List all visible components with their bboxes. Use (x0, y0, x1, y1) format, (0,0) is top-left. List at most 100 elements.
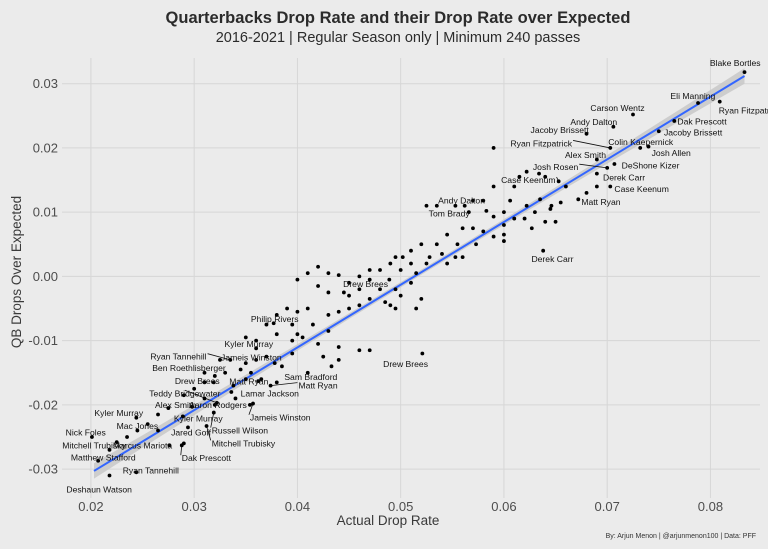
label-connector (248, 403, 254, 415)
data-point (502, 232, 506, 237)
data-point (285, 306, 289, 311)
data-point (316, 284, 320, 288)
data-point (491, 214, 496, 219)
point-label: Tom Brady (429, 208, 471, 218)
data-point (166, 406, 171, 410)
data-point (549, 203, 554, 208)
point-label: DeShone Kizer (622, 160, 680, 170)
labeled-data-point (229, 390, 234, 394)
data-point (272, 361, 277, 366)
labeled-data-point (256, 379, 261, 383)
data-point (453, 255, 458, 260)
data-point (434, 242, 439, 247)
labeled-data-point (179, 443, 184, 448)
data-point (481, 229, 486, 234)
x-axis-ticks: 0.02 0.03 0.04 0.05 0.06 0.07 0.08 (78, 499, 723, 514)
data-point (393, 287, 398, 292)
label-connector (579, 163, 608, 169)
data-point (378, 287, 382, 292)
data-point (238, 367, 243, 372)
data-point (274, 313, 279, 317)
data-point (326, 290, 331, 295)
labeled-data-point (594, 157, 599, 162)
labeled-data-point (541, 248, 546, 253)
chart-subtitle: 2016-2021 | Regular Season only | Minimu… (216, 30, 581, 46)
point-label: Jacoby Brissett (664, 128, 723, 138)
point-label: Alex Smith (565, 150, 606, 160)
data-point (453, 203, 458, 208)
data-point (300, 335, 305, 340)
data-point (202, 380, 207, 385)
data-point (367, 348, 372, 353)
point-label: Mac Jones (117, 421, 159, 431)
data-point (524, 169, 529, 174)
data-point (326, 271, 331, 276)
label-connector (210, 412, 215, 428)
labeled-data-point (608, 184, 613, 189)
data-point (264, 322, 269, 327)
point-label: Ben Roethlisberger (152, 363, 226, 373)
data-point (388, 303, 393, 308)
data-point (367, 296, 372, 301)
labeled-data-point (202, 370, 207, 375)
point-labels-layer: Blake Bortles Eli Manning Ryan Fitzpatrick… (62, 58, 768, 495)
data-point (548, 207, 553, 211)
data-point (419, 242, 424, 247)
labeled-data-point (214, 401, 219, 405)
labeled-data-point (462, 203, 467, 208)
data-point (440, 252, 444, 256)
data-point (326, 313, 331, 317)
data-point (295, 309, 300, 314)
data-point (378, 268, 382, 272)
labeled-data-point (556, 179, 561, 184)
data-point (156, 412, 160, 417)
labeled-data-point (190, 404, 195, 409)
fit-line-group (93, 75, 746, 472)
data-point (424, 261, 429, 266)
labeled-data-point (248, 402, 252, 407)
data-point (393, 255, 398, 260)
data-point (357, 274, 362, 279)
data-point (512, 216, 517, 221)
point-label: Josh Allen (652, 148, 691, 158)
point-label: Colin Kaepernick (608, 137, 674, 147)
data-point (212, 374, 217, 378)
label-connector (270, 382, 298, 386)
data-point (512, 184, 517, 189)
label-connector (207, 353, 231, 361)
data-point (243, 361, 248, 366)
data-point (347, 280, 351, 285)
point-label: Ryan Tannehill (123, 465, 179, 475)
data-point (445, 261, 450, 266)
data-point (522, 216, 527, 221)
x-tick-label: 0.08 (698, 499, 723, 514)
points-layer (90, 70, 747, 478)
data-point (491, 184, 496, 189)
labeled-data-point (96, 458, 101, 463)
y-tick-label: -0.02 (28, 397, 58, 412)
data-point (471, 226, 475, 231)
point-label: Philip Rivers (251, 314, 299, 324)
labeled-data-point (631, 112, 635, 117)
labeled-data-point (107, 473, 112, 478)
data-point (336, 357, 341, 362)
data-point (295, 277, 300, 282)
point-label: Jacoby Brissett (531, 125, 590, 135)
data-point (336, 345, 341, 349)
point-label: Matt Ryan (229, 377, 268, 387)
y-tick-label: 0.00 (33, 269, 58, 284)
data-point (264, 354, 269, 359)
labeled-data-point (420, 351, 425, 356)
y-tick-label: -0.01 (28, 333, 58, 348)
labeled-data-point (134, 470, 139, 475)
data-point (321, 354, 326, 359)
point-label: Mitchell Trubisky (62, 440, 126, 450)
data-point (414, 271, 419, 276)
point-label: Dak Prescott (182, 453, 232, 463)
label-connector (184, 389, 218, 404)
data-point (594, 184, 599, 189)
data-point (484, 208, 489, 213)
point-label: Case Keenum (501, 175, 555, 185)
data-point (254, 338, 259, 343)
chart-caption: By: Arjun Menon | @arjunmenon100 | Data:… (606, 533, 756, 540)
